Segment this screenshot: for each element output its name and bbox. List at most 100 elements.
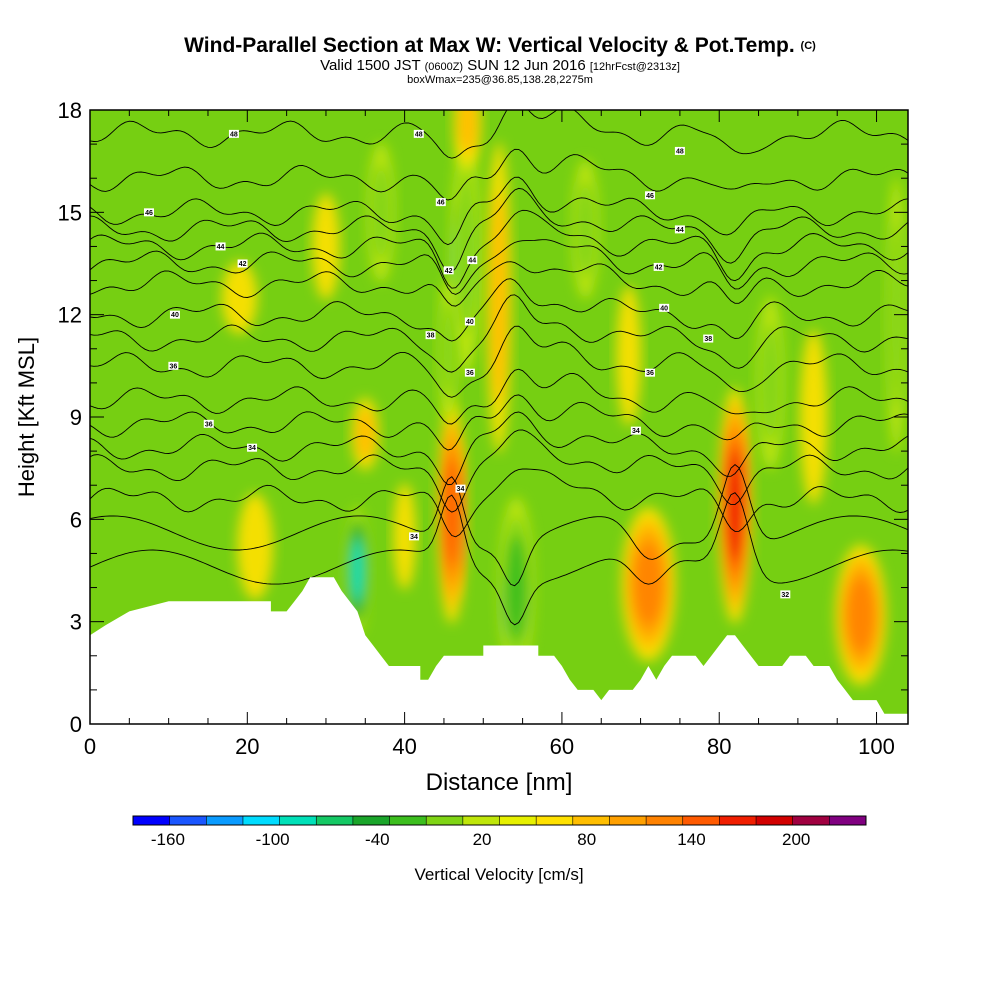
contour-label-bg: [467, 256, 478, 265]
theta-contour-line: [90, 429, 908, 513]
contour-label-bg: [237, 259, 248, 268]
plot-area: [90, 110, 908, 724]
contour-label-bg: [645, 368, 656, 377]
contour-label-bg: [168, 361, 179, 370]
contour-label-bg: [674, 225, 685, 234]
box-info: boxWmax=235@36.85,138.28,2275m: [407, 74, 593, 86]
contour-label: 42: [655, 264, 663, 271]
colorbar-swatch: [719, 816, 757, 825]
y-tick-label: 0: [70, 712, 82, 737]
x-tick-label: 60: [550, 734, 574, 759]
contour-label-bg: [630, 426, 641, 435]
colorbar-tick-label: -40: [365, 830, 390, 849]
theta-contour-line: [90, 110, 908, 159]
y-tick-label: 18: [58, 98, 82, 123]
velocity-band: [237, 493, 273, 600]
velocity-band: [575, 181, 596, 278]
theta-contour-line: [90, 261, 908, 307]
y-tick-label: 9: [70, 405, 82, 430]
contour-label-bg: [780, 590, 791, 599]
colorbar-tick-label: -100: [256, 830, 290, 849]
contour-label-bg: [409, 532, 420, 541]
colorbar-swatch: [389, 816, 427, 825]
y-axis-label: Height [Kft MSL]: [14, 337, 39, 497]
colorbar-tick-label: 140: [677, 830, 705, 849]
velocity-cell: [498, 496, 535, 679]
contour-label: 48: [676, 148, 684, 155]
contour-label-bg: [659, 303, 670, 312]
y-tick-label: 12: [58, 303, 82, 328]
theta-contour-line: [90, 411, 908, 486]
theta-contour-line: [90, 294, 908, 373]
colorbar-swatch: [829, 816, 867, 825]
velocity-cell: [835, 544, 887, 686]
contour-label: 48: [230, 131, 238, 138]
contour-label: 40: [466, 319, 474, 326]
colorbar-swatch: [536, 816, 574, 825]
chart-title: Wind-Parallel Section at Max W: Vertical…: [0, 34, 1000, 58]
velocity-band: [457, 110, 478, 154]
colorbar-swatch: [133, 816, 170, 825]
velocity-cell: [616, 285, 642, 426]
theta-contour-line: [90, 468, 908, 538]
theta-contour-line: [90, 492, 908, 626]
colorbar: [132, 815, 867, 826]
valid-prefix: Valid 1500 JST: [320, 57, 421, 74]
contour-labels: 48 48 46 46 44 44 42 42 40 40 38 38 36 36 34 34 34 32 34 36…: [143, 129, 791, 599]
contour-label: 42: [445, 268, 453, 275]
velocity-band: [726, 450, 744, 561]
contour-label: 32: [781, 592, 789, 599]
colorbar-swatch: [279, 816, 317, 825]
velocity-cell: [571, 159, 600, 300]
contour-label: 34: [248, 445, 256, 452]
colorbar-tick-label: 200: [782, 830, 810, 849]
y-tick-label: 15: [58, 200, 82, 225]
colorbar-swatch: [206, 816, 244, 825]
contour-label: 36: [646, 370, 654, 377]
velocity-band: [846, 577, 875, 652]
valid-date: SUN 12 Jun 2016: [467, 57, 586, 74]
velocity-band: [505, 535, 528, 640]
contour-label-bg: [215, 242, 226, 251]
colorbar-swatch: [242, 816, 280, 825]
velocity-band: [371, 164, 391, 261]
y-tick-label: 6: [70, 507, 82, 532]
colorbar-swatch: [316, 816, 354, 825]
contour-label: 46: [145, 210, 153, 217]
contour-label-bg: [425, 331, 436, 340]
colorbar-tick-labels: -160 -100 -40 20 80 140 200: [151, 830, 810, 849]
x-tick-label: 0: [84, 734, 96, 759]
velocity-band: [440, 300, 456, 397]
colorbar-label: Vertical Velocity [cm/s]: [414, 865, 583, 884]
colorbar-tick-label: -160: [151, 830, 185, 849]
theta-contour-line: [90, 278, 908, 342]
velocity-band: [490, 191, 508, 404]
contour-label: 38: [704, 336, 712, 343]
chart-title-block: Wind-Parallel Section at Max W: Vertical…: [0, 34, 1000, 86]
contour-label-bg: [455, 484, 466, 493]
velocity-band: [799, 329, 828, 505]
colorbar-swatch: [682, 816, 720, 825]
contour-label-bg: [203, 419, 214, 428]
x-axis-label: Distance [nm]: [426, 769, 573, 796]
contour-label-bg: [464, 368, 475, 377]
contour-label-bg: [247, 443, 258, 452]
velocity-cell: [221, 261, 258, 334]
terrain-mask: [90, 577, 908, 724]
velocity-cell: [486, 142, 512, 454]
contour-label-bg: [228, 129, 239, 138]
contour-label-bg: [703, 334, 714, 343]
contour-label: 44: [468, 258, 476, 265]
velocity-cell: [799, 329, 828, 505]
velocity-cell: [237, 493, 273, 600]
theta-contour-line: [90, 239, 908, 295]
theta-contour-line: [90, 187, 908, 273]
velocity-cell: [451, 131, 481, 375]
velocity-band: [221, 261, 258, 334]
contour-label-bg: [645, 191, 656, 200]
contour-label: 34: [632, 428, 640, 435]
theta-contour-line: [90, 325, 908, 398]
velocity-cell: [453, 110, 482, 167]
contour-label-bg: [653, 262, 664, 271]
contour-label: 36: [466, 370, 474, 377]
